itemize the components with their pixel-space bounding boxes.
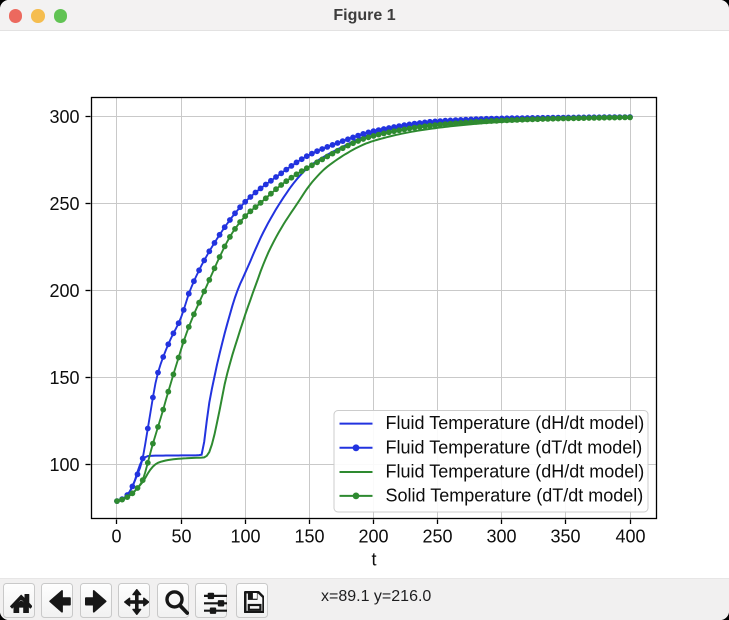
svg-text:100: 100 xyxy=(230,527,260,547)
svg-text:150: 150 xyxy=(294,527,324,547)
svg-text:300: 300 xyxy=(486,527,516,547)
svg-text:50: 50 xyxy=(171,527,191,547)
svg-text:Fluid Temperature (dH/dt model: Fluid Temperature (dH/dt model) xyxy=(386,462,645,482)
svg-text:250: 250 xyxy=(422,527,452,547)
svg-text:Fluid Temperature (dH/dt model: Fluid Temperature (dH/dt model) xyxy=(386,413,645,433)
svg-text:300: 300 xyxy=(49,107,79,127)
svg-text:250: 250 xyxy=(49,194,79,214)
svg-text:400: 400 xyxy=(615,527,645,547)
svg-text:200: 200 xyxy=(358,527,388,547)
svg-text:0: 0 xyxy=(111,527,121,547)
svg-text:200: 200 xyxy=(49,281,79,301)
svg-text:150: 150 xyxy=(49,368,79,388)
svg-text:350: 350 xyxy=(550,527,580,547)
svg-text:Solid Temperature (dT/dt model: Solid Temperature (dT/dt model) xyxy=(386,485,644,505)
svg-text:t: t xyxy=(371,550,376,570)
svg-text:100: 100 xyxy=(49,455,79,475)
svg-text:Fluid Temperature (dT/dt model: Fluid Temperature (dT/dt model) xyxy=(386,437,643,457)
